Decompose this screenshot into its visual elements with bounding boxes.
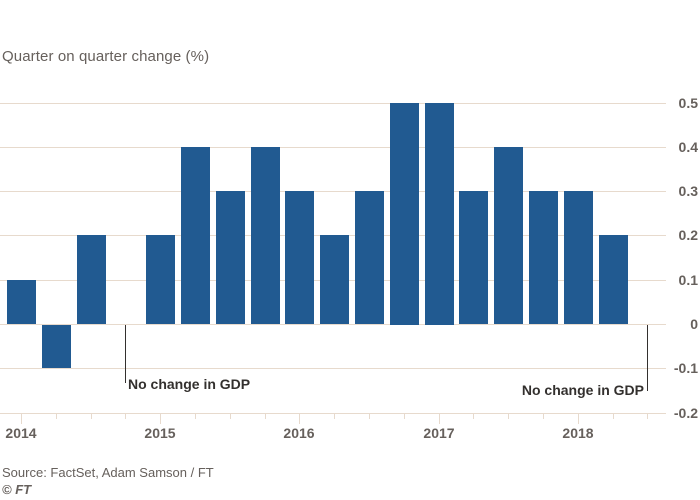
annotation-label: No change in GDP bbox=[521, 382, 644, 398]
bar-2017-q3 bbox=[494, 147, 523, 324]
year-label: 2018 bbox=[562, 425, 594, 441]
x-tick bbox=[334, 414, 335, 419]
x-tick bbox=[230, 414, 231, 419]
year-label: 2016 bbox=[283, 425, 315, 441]
y-tick-label: -0.2 bbox=[673, 405, 698, 421]
bar-2017-q4 bbox=[529, 191, 558, 324]
bar-2018-q1 bbox=[564, 191, 593, 324]
bar-2016-q4 bbox=[390, 103, 419, 325]
x-tick bbox=[439, 414, 440, 424]
annotation-line bbox=[125, 325, 126, 383]
x-tick bbox=[21, 414, 22, 424]
x-tick bbox=[647, 414, 648, 419]
x-tick bbox=[299, 414, 300, 424]
x-tick bbox=[195, 414, 196, 419]
x-tick bbox=[265, 414, 266, 419]
bar-2014-q1 bbox=[7, 280, 36, 324]
y-gridline bbox=[0, 368, 666, 369]
y-gridline bbox=[0, 413, 666, 414]
x-tick bbox=[56, 414, 57, 419]
x-tick bbox=[404, 414, 405, 419]
year-label: 2014 bbox=[5, 425, 37, 441]
bar-2014-q3 bbox=[77, 235, 106, 324]
x-tick bbox=[160, 414, 161, 424]
x-tick bbox=[473, 414, 474, 419]
year-label: 2017 bbox=[423, 425, 455, 441]
x-tick bbox=[91, 414, 92, 419]
x-tick bbox=[543, 414, 544, 419]
annotation-line bbox=[647, 325, 648, 391]
bar-2017-q2 bbox=[459, 191, 488, 324]
bar-2016-q1 bbox=[285, 191, 314, 324]
bar-2016-q2 bbox=[320, 235, 349, 324]
source-text: Source: FactSet, Adam Samson / FT bbox=[2, 465, 214, 480]
x-tick bbox=[125, 414, 126, 419]
bar-2016-q3 bbox=[355, 191, 384, 324]
y-tick-label: 0 bbox=[690, 316, 698, 332]
bar-2014-q2 bbox=[42, 325, 71, 368]
y-tick-label: 0.4 bbox=[678, 139, 698, 155]
year-label: 2015 bbox=[144, 425, 176, 441]
y-tick-label: 0.1 bbox=[678, 272, 698, 288]
x-tick bbox=[613, 414, 614, 419]
y-tick-label: 0.2 bbox=[678, 227, 698, 243]
ft-copyright: © FT bbox=[2, 482, 32, 497]
bar-2018-q2 bbox=[599, 235, 628, 324]
y-tick-label: 0.3 bbox=[678, 183, 698, 199]
annotation-label: No change in GDP bbox=[128, 376, 251, 392]
bar-2017-q1 bbox=[425, 103, 454, 325]
x-tick bbox=[578, 414, 579, 424]
y-tick-label: 0.5 bbox=[678, 95, 698, 111]
x-tick bbox=[369, 414, 370, 419]
bar-2015-q2 bbox=[181, 147, 210, 324]
bar-2015-q3 bbox=[216, 191, 245, 324]
bar-2015-q4 bbox=[251, 147, 280, 324]
bar-2015-q1 bbox=[146, 235, 175, 324]
y-gridline bbox=[0, 103, 666, 104]
y-gridline bbox=[0, 191, 666, 192]
y-tick-label: -0.1 bbox=[673, 360, 698, 376]
x-tick bbox=[508, 414, 509, 419]
y-gridline bbox=[0, 324, 666, 325]
y-gridline bbox=[0, 147, 666, 148]
chart-title: Quarter on quarter change (%) bbox=[2, 48, 210, 65]
